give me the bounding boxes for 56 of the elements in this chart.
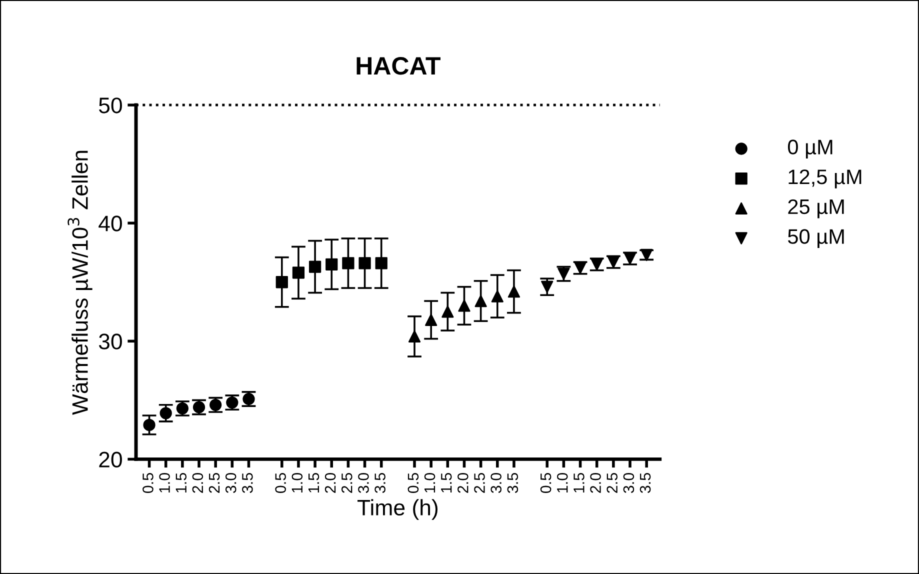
x-tick-label: 3.5 bbox=[374, 473, 386, 494]
x-axis-title: Time (h) bbox=[357, 499, 438, 520]
x-tick-label: 3.5 bbox=[242, 473, 253, 494]
point bbox=[508, 285, 520, 298]
x-tick-label: 1.5 bbox=[441, 473, 452, 492]
x-tick-label: 0.5 bbox=[275, 473, 286, 494]
y-tick-label: 50 bbox=[98, 98, 122, 114]
x-tick-label: 3.0 bbox=[623, 472, 634, 494]
x-tick-label: 1.0 bbox=[424, 472, 436, 492]
x-tick-label: 2.5 bbox=[208, 473, 220, 493]
point bbox=[160, 407, 172, 420]
point bbox=[276, 276, 288, 288]
x-tick-label: 1.5 bbox=[308, 473, 320, 492]
point bbox=[474, 294, 487, 308]
x-tick-label: 1.5 bbox=[176, 473, 187, 492]
point bbox=[342, 257, 354, 270]
point bbox=[442, 306, 454, 318]
point bbox=[408, 330, 421, 342]
x-tick-label: 2.5 bbox=[606, 473, 618, 493]
point bbox=[458, 300, 470, 312]
x-tick-label: 2.0 bbox=[192, 472, 204, 493]
x-tick-label: 2.0 bbox=[458, 472, 468, 493]
x-tick-label: 0.5 bbox=[540, 473, 552, 494]
x-tick-label: 1.5 bbox=[574, 473, 584, 492]
point bbox=[375, 257, 388, 270]
y-tick-label: 20 bbox=[99, 452, 122, 468]
x-tick-label: 0.5 bbox=[142, 473, 154, 494]
legend-label: 50 µM bbox=[788, 229, 844, 248]
point bbox=[358, 257, 371, 270]
legend-label: 25 µM bbox=[788, 199, 844, 218]
point bbox=[326, 258, 338, 270]
x-tick-label: 2.5 bbox=[474, 473, 485, 493]
x-tick-label: 1.0 bbox=[556, 472, 568, 492]
x-tick-label: 3.5 bbox=[640, 473, 651, 494]
x-tick-label: 3.0 bbox=[225, 472, 236, 494]
x-tick-label: 2.0 bbox=[324, 472, 336, 493]
x-tick-label: 1.0 bbox=[292, 472, 303, 492]
point bbox=[143, 418, 156, 432]
point bbox=[425, 314, 438, 326]
point bbox=[491, 290, 504, 302]
point bbox=[541, 280, 554, 293]
x-tick-label: 3.5 bbox=[507, 473, 518, 494]
x-tick-label: 3.0 bbox=[358, 472, 369, 494]
chart-title: HACAT bbox=[356, 57, 440, 75]
x-tick-label: 2.5 bbox=[341, 473, 352, 493]
y-axis-title: Wärmefluss µW/10$^{3}$ Zellen bbox=[68, 150, 92, 415]
x-tick-label: 1.0 bbox=[159, 472, 170, 492]
x-tick-label: 3.0 bbox=[490, 472, 502, 494]
legend-label: 12,5 µM bbox=[788, 170, 862, 188]
x-tick-label: 2.0 bbox=[590, 472, 601, 493]
x-tick-label: 0.5 bbox=[408, 473, 419, 494]
legend-label: 0 µM bbox=[788, 140, 832, 159]
point bbox=[292, 266, 305, 279]
point bbox=[308, 260, 322, 273]
y-tick-label: 40 bbox=[98, 216, 122, 232]
y-tick-label: 30 bbox=[98, 334, 122, 350]
